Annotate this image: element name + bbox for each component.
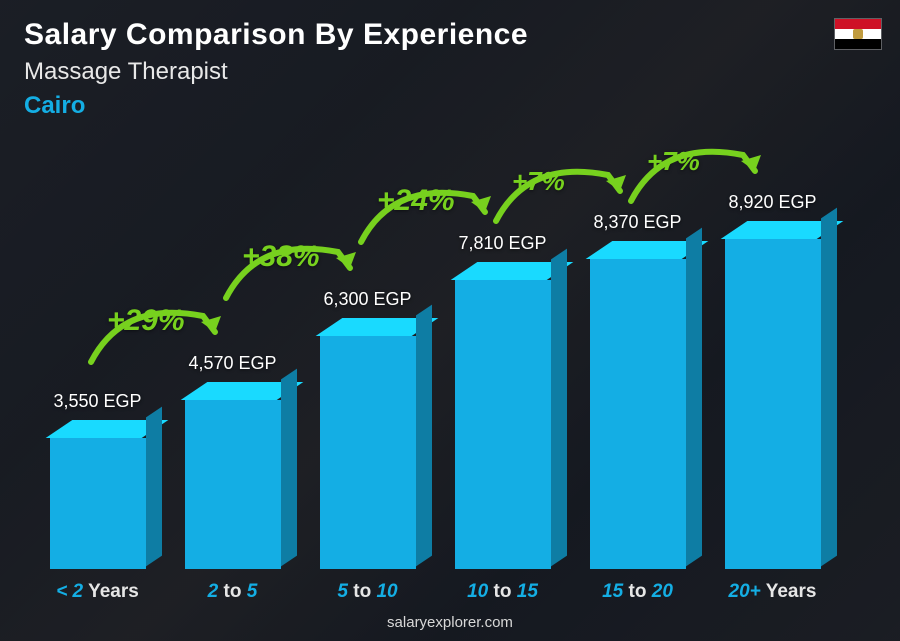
bar <box>455 262 551 569</box>
flag-emblem-icon <box>853 29 863 39</box>
percent-change-label: +7% <box>512 166 565 197</box>
bar-value-label: 8,370 EGP <box>593 212 681 233</box>
bar <box>185 382 281 569</box>
percent-change-label: +24% <box>377 184 455 218</box>
percent-change-label: +7% <box>647 146 700 177</box>
percent-change-label: +29% <box>107 304 185 338</box>
bar <box>50 420 146 569</box>
chart-header: Salary Comparison By Experience Massage … <box>24 18 528 120</box>
bar-value-label: 3,550 EGP <box>53 391 141 412</box>
percent-change-label: +38% <box>242 240 320 274</box>
bar <box>320 318 416 569</box>
bar-group: 3,550 EGP< 2 Years <box>30 160 165 569</box>
country-flag-egypt <box>834 18 882 50</box>
chart-title: Salary Comparison By Experience <box>24 18 528 52</box>
x-axis-label: 20+ Years <box>678 581 867 603</box>
bar-value-label: 7,810 EGP <box>458 233 546 254</box>
bar-group: +38%6,300 EGP5 to 10 <box>300 160 435 569</box>
bar-group: +29%4,570 EGP2 to 5 <box>165 160 300 569</box>
chart-location: Cairo <box>24 92 528 120</box>
bar <box>725 221 821 569</box>
bar-value-label: 8,920 EGP <box>728 192 816 213</box>
bar-chart: 3,550 EGP< 2 Years+29%4,570 EGP2 to 5+38… <box>30 160 840 569</box>
bar-value-label: 4,570 EGP <box>188 353 276 374</box>
bar-group: +7%8,920 EGP20+ Years <box>705 160 840 569</box>
chart-subtitle: Massage Therapist <box>24 58 528 86</box>
bar <box>590 241 686 569</box>
bar-value-label: 6,300 EGP <box>323 289 411 310</box>
bar-group: +7%8,370 EGP15 to 20 <box>570 160 705 569</box>
bar-group: +24%7,810 EGP10 to 15 <box>435 160 570 569</box>
attribution: salaryexplorer.com <box>0 614 900 631</box>
